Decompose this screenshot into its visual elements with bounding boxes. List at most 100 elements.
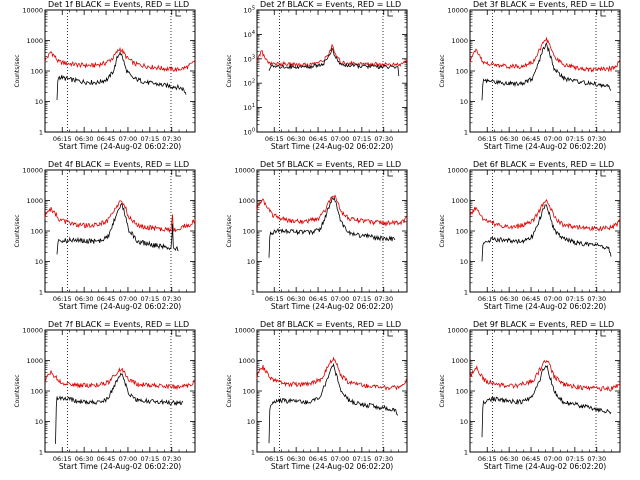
y-tick-label: 1000 [26,197,43,205]
y-tick-label: 10000 [447,327,468,335]
x-axis-label: Start Time (24-Aug-02 06:02:20) [271,302,393,311]
y-axis-label: Counts/sec [14,214,21,247]
events-series-line [481,42,612,101]
x-axis-label: Start Time (24-Aug-02 06:02:20) [59,462,181,471]
y-axis-label: Counts/sec [439,54,446,87]
x-tick-label: 07:15 [140,135,159,143]
interval-marker [175,10,181,17]
y-tick-label: 10 [460,98,468,106]
y-tick-label: 100 [244,128,255,137]
interval-marker [387,10,393,17]
y-tick-label: 100 [456,388,468,396]
x-tick-label: 06:30 [500,295,519,303]
interval-marker [600,10,606,17]
interval-marker [175,330,181,337]
x-tick-label: 06:15 [53,135,72,143]
y-axis-label: Counts/sec [14,374,21,407]
chart-panel-9: Det 9f BLACK = Events, RED = LLD 1 10 100 10… [439,320,621,471]
lld-series-line [256,356,408,392]
x-tick-label: 07:15 [352,135,371,143]
y-tick-label: 100 [243,228,255,236]
x-tick-label: 06:15 [478,135,497,143]
y-tick-label: 10000 [22,327,43,335]
x-tick-label: 07:30 [374,455,393,463]
chart-title: Det 7f BLACK = Events, RED = LLD [48,320,189,329]
y-tick-label: 1000 [451,197,468,205]
y-tick-label: 10000 [234,327,255,335]
y-tick-label: 1 [39,449,43,457]
x-axis-label: Start Time (24-Aug-02 06:02:20) [484,462,606,471]
x-tick-label: 06:30 [287,135,306,143]
chart-panel-6: Det 6f BLACK = Events, RED = LLD 1 10 100 10… [439,160,621,311]
interval-marker [175,170,181,177]
y-tick-label: 100 [456,68,468,76]
y-tick-label: 10 [35,418,43,426]
events-series-line [56,202,179,255]
y-tick-label: 10 [460,258,468,266]
lld-series-line [469,199,621,232]
x-axis-label: Start Time (24-Aug-02 06:02:20) [59,142,181,151]
y-tick-label: 10000 [234,167,255,175]
lld-series-line [44,367,196,391]
y-tick-label: 101 [244,103,255,112]
events-series-line [268,47,400,77]
x-tick-label: 06:45 [309,135,328,143]
y-tick-label: 100 [31,68,43,76]
y-tick-label: 1 [39,129,43,137]
x-tick-label: 07:15 [565,135,584,143]
lld-series-line [44,200,196,234]
y-axis-label: Counts/sec [439,374,446,407]
y-tick-label: 1000 [238,357,255,365]
x-tick-label: 07:00 [544,295,563,303]
x-tick-label: 07:30 [587,295,606,303]
x-tick-label: 07:00 [331,295,350,303]
y-tick-label: 103 [244,54,255,63]
y-tick-label: 1000 [26,357,43,365]
y-tick-label: 100 [243,388,255,396]
x-tick-label: 06:45 [97,455,116,463]
y-tick-label: 10 [247,418,255,426]
x-tick-label: 06:30 [287,455,306,463]
plot-frame [256,9,408,133]
chart-title: Det 6f BLACK = Events, RED = LLD [473,160,614,169]
x-tick-label: 07:00 [331,455,350,463]
x-tick-label: 06:15 [265,135,284,143]
x-tick-label: 06:30 [500,135,519,143]
x-axis-label: Start Time (24-Aug-02 06:02:20) [484,142,606,151]
chart-title: Det 1f BLACK = Events, RED = LLD [48,0,189,9]
y-tick-label: 1000 [451,37,468,45]
x-tick-label: 06:15 [265,295,284,303]
events-series-line [481,204,612,262]
x-tick-label: 06:45 [522,135,541,143]
x-tick-label: 07:15 [140,455,159,463]
y-tick-label: 10 [35,258,43,266]
chart-panel-2: Det 2f BLACK = Events, RED = LLD 100 101 10… [226,0,408,151]
events-series-line [55,372,184,444]
y-tick-label: 100 [31,388,43,396]
chart-panel-8: Det 8f BLACK = Events, RED = LLD 1 10 100 10… [226,320,408,471]
x-tick-label: 07:30 [162,295,181,303]
x-tick-label: 07:30 [374,135,393,143]
chart-title: Det 2f BLACK = Events, RED = LLD [260,0,401,9]
chart-panel-1: Det 1f BLACK = Events, RED = LLD 1 10 100 10… [14,0,196,151]
x-tick-label: 07:15 [352,455,371,463]
chart-panel-4: Det 4f BLACK = Events, RED = LLD 1 10 100 10… [14,160,196,311]
x-tick-label: 06:45 [309,295,328,303]
chart-title: Det 8f BLACK = Events, RED = LLD [260,320,401,329]
x-tick-label: 07:00 [544,455,563,463]
y-axis-label: Counts/sec [226,214,233,247]
y-axis-label: Counts/sec [226,374,233,407]
x-tick-label: 06:15 [53,295,72,303]
chart-panel-5: Det 5f BLACK = Events, RED = LLD 1 10 100 10… [226,160,408,311]
lld-series-line [44,46,196,72]
x-tick-label: 07:15 [565,455,584,463]
chart-title: Det 4f BLACK = Events, RED = LLD [48,160,189,169]
x-tick-label: 07:15 [140,295,159,303]
lld-series-line [469,36,621,73]
y-tick-label: 10000 [447,7,468,15]
chart-title: Det 3f BLACK = Events, RED = LLD [473,0,614,9]
y-tick-label: 104 [244,30,255,39]
x-tick-label: 06:30 [75,455,94,463]
interval-marker [600,170,606,177]
x-tick-label: 07:00 [119,295,138,303]
